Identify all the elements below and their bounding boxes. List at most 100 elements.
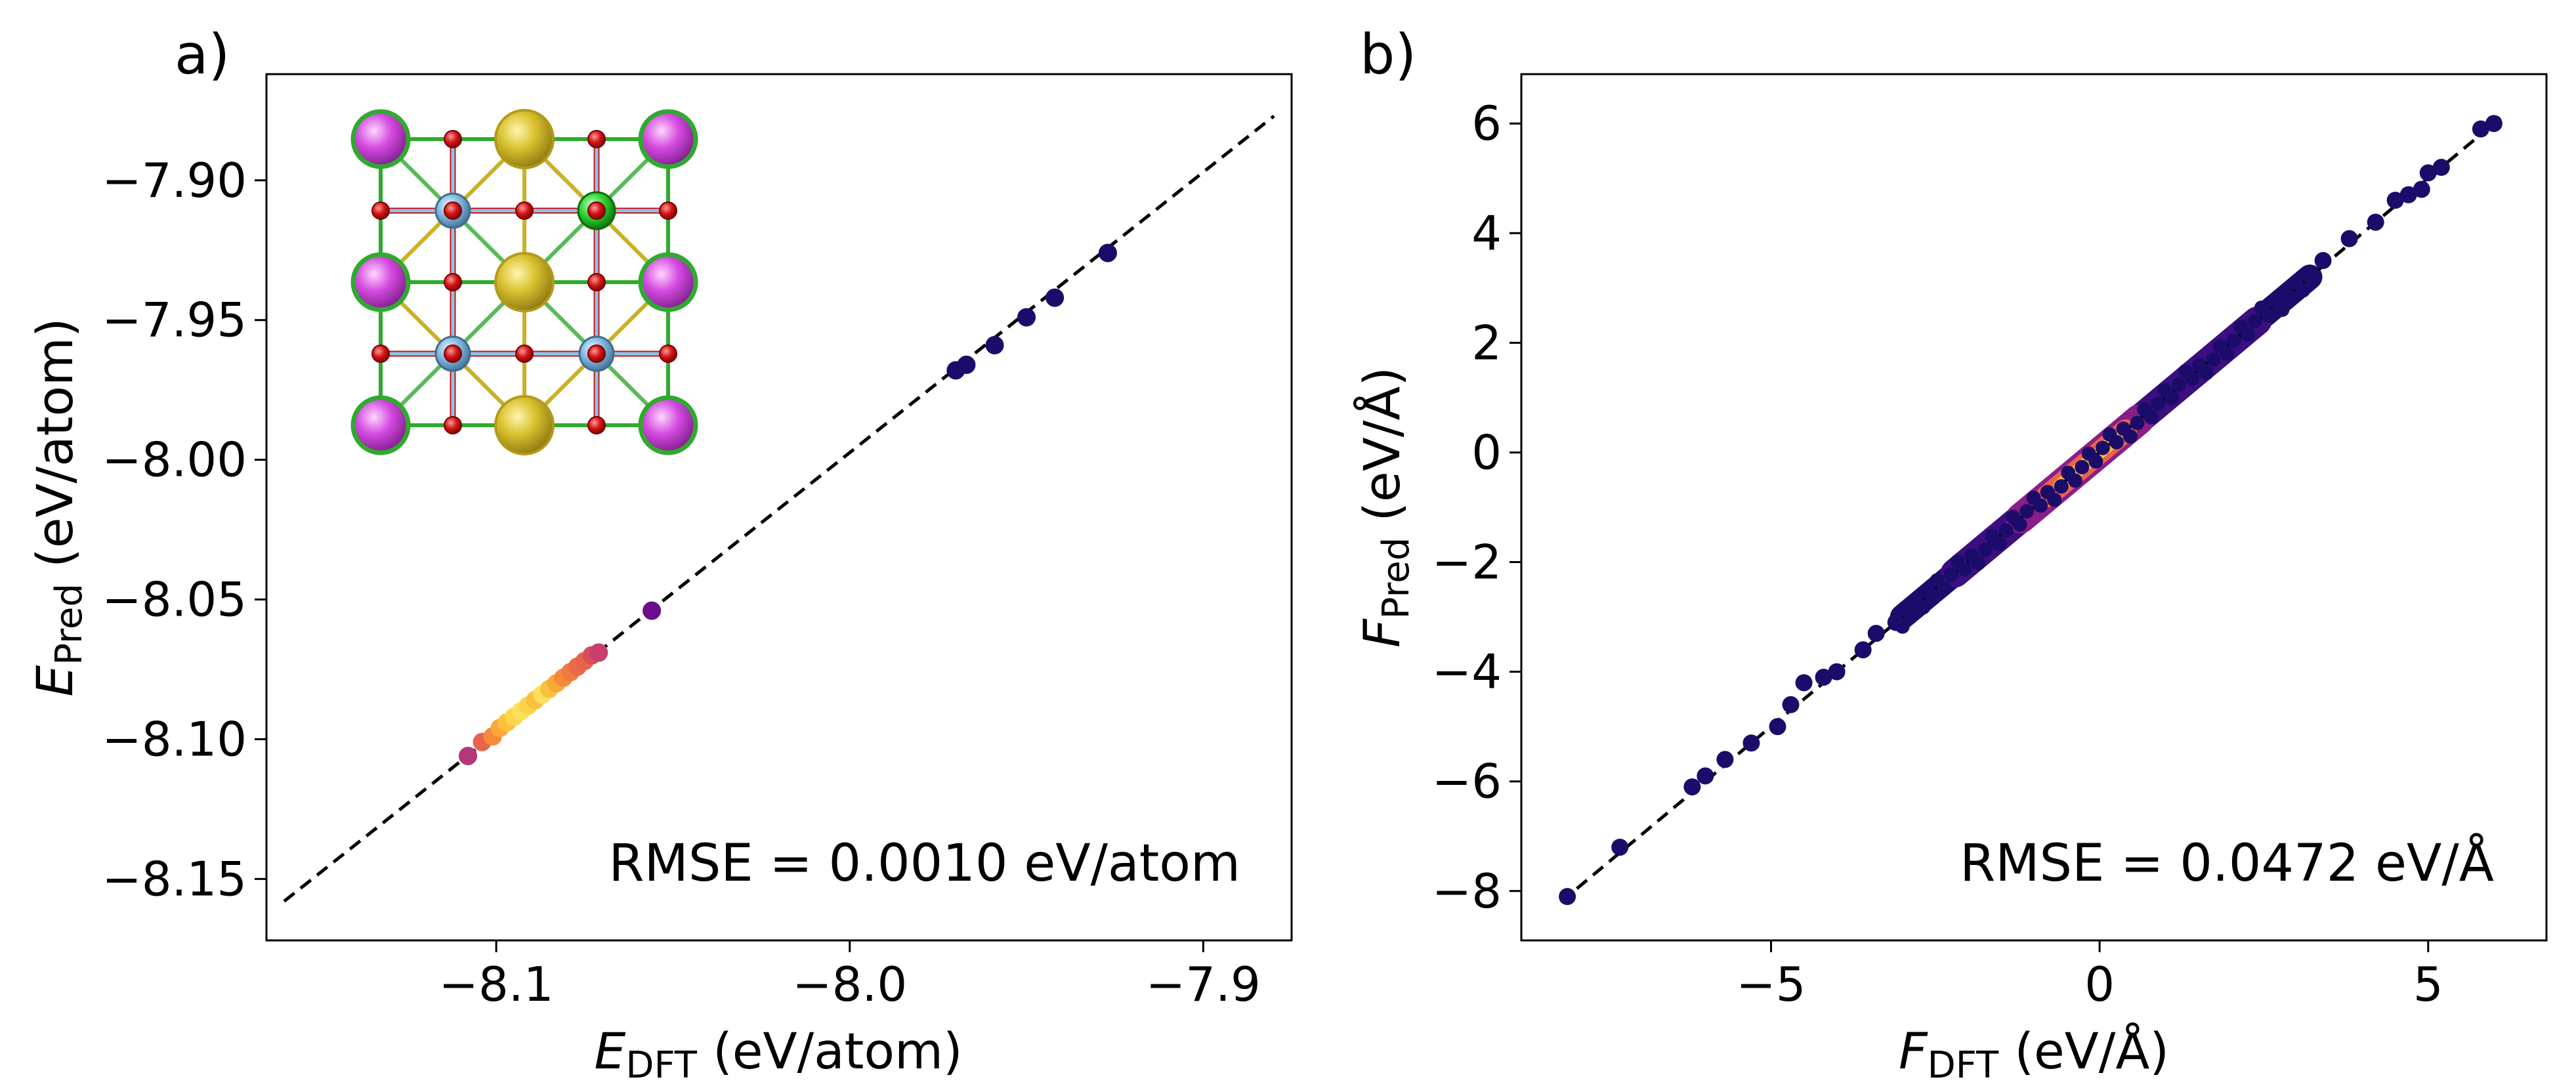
panel-b-point [2302,270,2317,285]
panel-b-point [2220,346,2235,362]
panel-b-annotation: RMSE = 0.0472 eV/Å [1960,833,2494,893]
panel-a-ytick-label: −8.00 [102,432,247,488]
panel-a-ytick-label: −7.90 [102,153,247,208]
panel-b-point [2047,492,2062,507]
panel-a-ytick-label: −7.95 [102,293,247,348]
oxygen-atom [587,201,606,220]
panel-b-xlabel-sub: DFT [1928,1044,1999,1087]
panel-a-point [643,601,662,620]
oxygen-atom [659,345,677,363]
panel-b-point [2199,366,2214,381]
panel-a-xlabel: EDFT (eV/atom) [594,1022,962,1087]
panel-b-point [1716,751,1734,768]
oxygen-atom [587,273,606,291]
panel-b-ytick-label: 6 [1471,96,1502,151]
panel-b-point [1742,734,1760,752]
panel-b-point [1769,718,1786,736]
panel-b-point [2432,159,2450,177]
oxygen-atom [371,201,390,220]
panel-b-point [2296,283,2311,298]
panel-a-ytick-label: −8.10 [102,711,247,766]
panel-b-point [2143,410,2159,425]
panel-b-point [1611,838,1629,856]
oxygen-atom [371,345,390,363]
panel-b-point [2109,434,2124,450]
panel-a-label: a) [175,22,230,87]
panel-a-xtick-label: −7.9 [1146,957,1261,1012]
panel-b-point [1697,767,1714,785]
panel-b-label: b) [1360,22,1416,87]
panel-b-ytick-label: −8 [1432,864,1502,919]
panel-b-ylabel-unit: (eV/Å) [1353,367,1411,537]
panel-b-point [2226,333,2241,348]
oxygen-atom [659,201,677,220]
panel-a-energy-parity: a) [26,22,1293,1087]
panel-a-xlabel-sub: DFT [625,1044,697,1087]
panel-b-point [2206,352,2221,367]
panel-b-point [2399,186,2417,203]
panel-b-point [2075,459,2090,474]
panel-b-xtick-label: −5 [1736,957,1805,1012]
panel-b-point [2314,252,2332,270]
panel-b-ylabel-symbol: F [1353,618,1411,648]
panel-a-xtick-label: −8.1 [439,957,554,1012]
panel-b-point [1815,668,1832,686]
panel-b-point [1916,600,1931,615]
panel-b-point [1795,674,1813,692]
oxygen-atom [587,345,606,363]
oxygen-atom [444,130,462,148]
oxygen-atom [587,416,606,434]
panel-b-ytick-label: 4 [1471,205,1502,261]
panel-b-point [1943,567,1958,582]
panel-a-ytick-label: −8.15 [102,851,247,906]
panel-b-ylabel-sub: Pred [1375,537,1418,620]
panel-b-point [2067,473,2082,488]
panel-a-axes-frame [265,73,1293,942]
panel-b-point [2130,415,2145,430]
panel-b-point [1998,523,2014,538]
panel-b-axes-frame [1520,73,2548,942]
panel-b-point [2088,454,2103,469]
panel-b-point [2185,371,2200,387]
panel-b-point [2413,180,2430,198]
panel-b-ytick-label: −2 [1432,535,1502,590]
panel-b-ytick-label: 0 [1471,425,1502,480]
panel-a-ylabel-unit: (eV/atom) [26,318,84,583]
panel-a-annotation: RMSE = 0.0010 eV/atom [608,834,1240,893]
oxygen-atom [444,201,462,220]
panel-b-point [1992,536,2007,551]
panel-a-xlabel-symbol: E [594,1022,625,1080]
panel-b-xlabel-symbol: F [1899,1022,1928,1080]
panel-b-xtick-label: 5 [2413,957,2443,1012]
panel-b-ylabel: FPred (eV/Å) [1353,367,1418,648]
panel-b-point [1683,778,1701,796]
panel-b-point [2281,289,2296,304]
panel-b-point [2340,230,2358,247]
panel-b-point [1887,614,1905,631]
panel-b-point [1867,625,1885,642]
panel-b-xlabel: FDFT (eV/Å) [1899,1022,2169,1087]
oxygen-atom [444,273,462,291]
panel-b-point [1957,561,1972,576]
panel-a-ylabel: EPred (eV/atom) [26,318,91,696]
panel-b-ytick-label: −6 [1432,754,1502,809]
panel-b-point [1854,641,1872,659]
oxygen-atom [515,345,534,363]
oxygen-atom [444,345,462,363]
panel-a-ylabel-sub: Pred [48,583,91,665]
panel-b-ytick-label: −4 [1432,644,1502,700]
panel-b-point [2247,314,2262,329]
oxygen-atom [515,201,534,220]
oxygen-atom [587,130,606,148]
panel-b-point [2367,213,2384,231]
panel-b-point [1971,556,1986,571]
panel-b-point [2472,120,2489,138]
panel-b-point [2261,308,2276,323]
panel-b-point [1922,586,1937,601]
panel-a-xtick-label: −8.0 [792,957,907,1012]
panel-b-point [1936,581,1951,596]
panel-a-reference-line [283,114,1275,903]
panel-a-point [589,643,608,662]
panel-b-point [1828,663,1846,681]
panel-b-point [1559,888,1576,906]
